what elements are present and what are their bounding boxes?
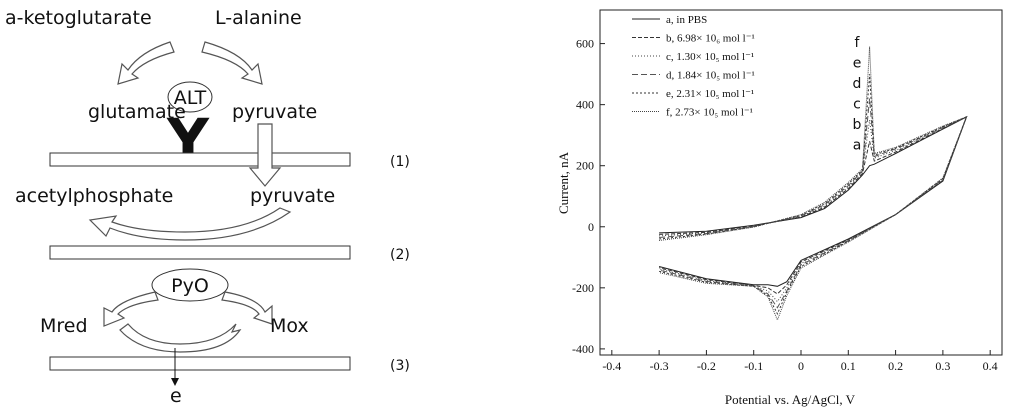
- arrow: [248, 123, 282, 187]
- cv-curve: [658, 115, 968, 287]
- curved-arrow: [117, 41, 175, 85]
- curve-label: f: [855, 35, 861, 51]
- label: (1): [390, 154, 410, 170]
- x-axis-label: Potential vs. Ag/AgCl, V: [725, 392, 856, 407]
- layer: [49, 356, 351, 371]
- curve-label: a: [853, 138, 862, 154]
- cv-curve: [658, 115, 968, 295]
- y-axis-label: Current, nA: [556, 151, 571, 214]
- enzyme-ellipse: [151, 268, 229, 302]
- legend-label: f, 2.73× 10₅ mol l⁻¹: [666, 107, 753, 119]
- label: PyO: [171, 275, 209, 297]
- arrowhead: [171, 378, 179, 386]
- y-tick-label: 0: [588, 220, 594, 234]
- label: Mox: [270, 315, 309, 337]
- x-tick-label: 0.1: [841, 359, 856, 373]
- label: (2): [390, 247, 410, 263]
- cv-curve: [658, 74, 968, 315]
- chart: Potential vs. Ag/AgCl, V Current, nA -0.…: [556, 9, 1003, 407]
- cv-curve: [658, 98, 968, 309]
- label: a-ketoglutarate: [5, 7, 152, 29]
- curved-arrow: [119, 323, 242, 353]
- label: acetylphosphate: [15, 185, 173, 207]
- label: pyruvate: [250, 185, 335, 207]
- x-tick-label: -0.2: [697, 359, 716, 373]
- legend-label: c, 1.30× 10₅ mol l⁻¹: [666, 51, 754, 63]
- curve-label: b: [853, 117, 862, 133]
- y-tick-label: 400: [576, 98, 594, 112]
- label: ALT: [174, 87, 207, 109]
- plot-frame: [599, 9, 1003, 356]
- layer: [49, 245, 351, 260]
- curved-arrow: [201, 41, 263, 85]
- legend-label: e, 2.31× 10₅ mol l⁻¹: [666, 88, 754, 100]
- curve-label: e: [853, 56, 862, 72]
- y-tick-label: 600: [576, 37, 594, 51]
- curve-label: c: [853, 97, 861, 113]
- label: L-alanine: [215, 7, 302, 29]
- y-tick-label: -200: [572, 281, 594, 295]
- x-tick-label: 0.2: [888, 359, 903, 373]
- curved-arrow: [103, 291, 159, 327]
- y-tick-label: 200: [576, 159, 594, 173]
- cv-curve: [658, 46, 968, 322]
- label: pyruvate: [232, 101, 317, 123]
- diagram: a-ketoglutarate L-alanine ALT glutamate …: [5, 7, 410, 407]
- curved-arrow: [88, 207, 292, 241]
- label: (3): [390, 358, 410, 374]
- legend-label: b, 6.98× 10₆ mol l⁻¹: [666, 33, 755, 45]
- x-tick-label: -0.3: [650, 359, 669, 373]
- x-tick-label: -0.4: [602, 359, 621, 373]
- curve-label: d: [853, 76, 862, 92]
- label: e: [170, 385, 182, 407]
- label: glutamate: [88, 101, 186, 123]
- x-tick-label: 0.3: [935, 359, 950, 373]
- x-tick-label: 0.4: [983, 359, 998, 373]
- x-tick-label: -0.1: [744, 359, 763, 373]
- layer: [49, 152, 351, 167]
- curved-arrow: [221, 291, 273, 325]
- enzyme-ellipse: [167, 81, 213, 113]
- label: Mred: [40, 315, 88, 337]
- x-tick-label: 0: [798, 359, 804, 373]
- legend-label: d, 1.84× 10₅ mol l⁻¹: [666, 70, 755, 82]
- legend-label: a, in PBS: [666, 14, 707, 26]
- y-tick-label: -400: [572, 342, 594, 356]
